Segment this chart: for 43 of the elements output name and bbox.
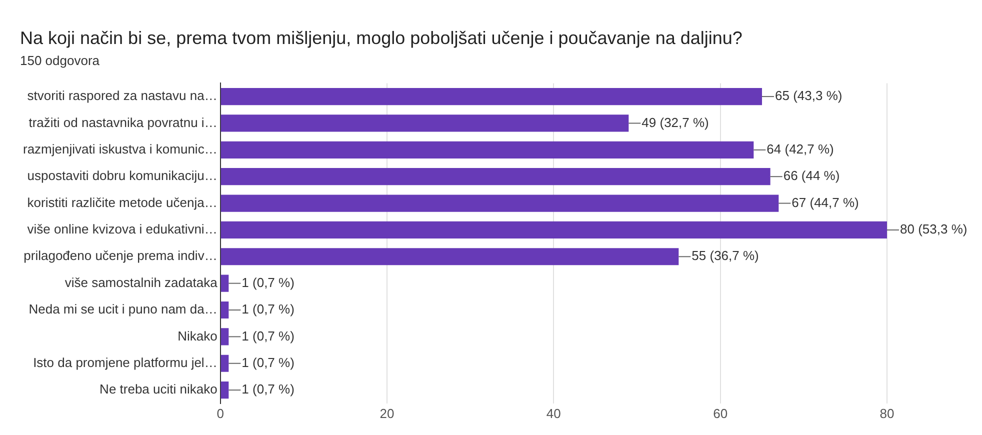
bar: [220, 274, 229, 292]
data-label: 1 (0,7 %): [242, 274, 294, 290]
x-tick-label: 80: [880, 406, 894, 421]
y-tick-label: uspostaviti dobru komunikaciju…: [27, 168, 218, 184]
y-tick-label: Neda mi se ucit i puno nam da…: [28, 302, 218, 317]
bar: [220, 328, 229, 346]
data-label: 64 (42,7 %): [766, 141, 834, 156]
x-tick-label: 60: [713, 406, 728, 421]
data-label: 1 (0,7 %): [242, 354, 294, 370]
y-tick-label: više samostalnih zadataka: [64, 274, 218, 290]
y-tick-label: Isto da promjene platformu jel…: [33, 354, 218, 370]
bar: [220, 141, 754, 158]
bar: [220, 114, 629, 132]
bar: [220, 248, 679, 266]
x-tick-label: 20: [380, 406, 394, 421]
y-tick-label: više online kvizova i edukativni…: [27, 222, 218, 237]
data-label: 1 (0,7 %): [242, 382, 294, 397]
data-label: 55 (36,7 %): [692, 248, 759, 264]
data-label: 1 (0,7 %): [242, 328, 294, 344]
chart-title: Na koji način bi se, prema tvom mišljenju, moglo poboljšati učenje i poučavanje na daljinu?: [20, 28, 742, 48]
data-label: 65 (43,3 %): [775, 88, 842, 104]
data-label: 67 (44,7 %): [792, 194, 859, 210]
y-tick-label: Nikako: [178, 328, 218, 344]
text: 150 odgovora: [20, 52, 100, 68]
bar: [220, 168, 770, 186]
y-tick-label: Ne treba uciti nikako: [100, 382, 218, 397]
bar: [220, 194, 779, 212]
y-tick-label: stvoriti raspored za nastavu na…: [27, 88, 218, 104]
y-tick-label: tražiti od nastavnika povratnu i…: [28, 114, 218, 130]
data-label: 66 (44 %): [783, 168, 840, 184]
bar: [220, 88, 762, 106]
bar: [220, 354, 229, 372]
y-tick-label: razmjenjivati iskustva i komunic…: [22, 141, 218, 156]
bar: [220, 382, 229, 399]
y-tick-label: prilagođeno učenje prema indiv…: [24, 248, 218, 264]
data-label: 1 (0,7 %): [242, 302, 294, 317]
y-tick-label: koristiti različite metode učenja…: [27, 194, 218, 210]
x-tick-label: 0: [216, 406, 224, 421]
x-tick-label: 40: [546, 406, 561, 421]
bar: [220, 221, 887, 238]
data-label: 49 (32,7 %): [642, 114, 709, 130]
bar: [220, 301, 229, 319]
data-label: 80 (53,3 %): [900, 222, 968, 237]
